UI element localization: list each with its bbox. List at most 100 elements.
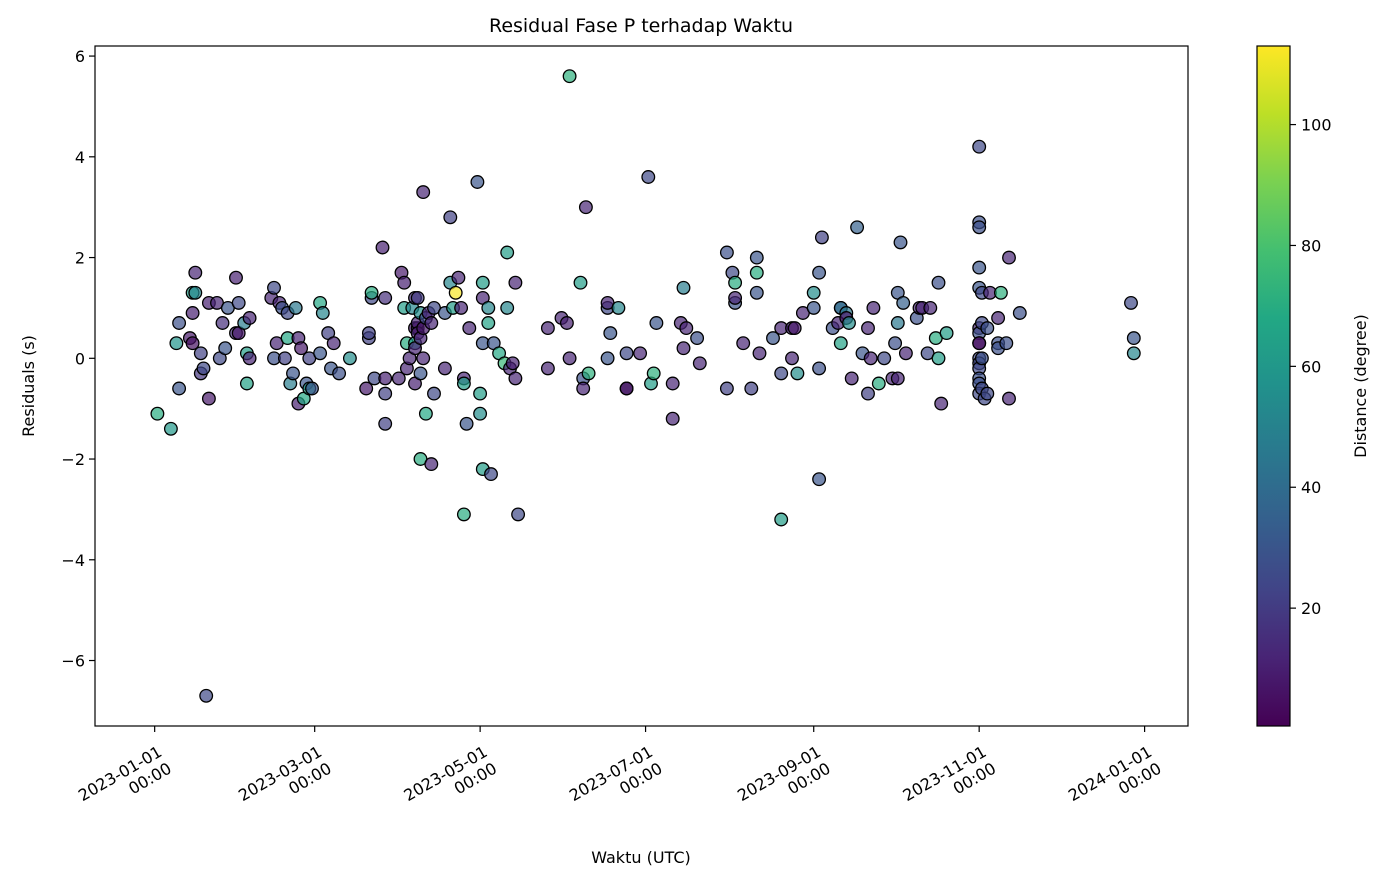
data-point — [424, 316, 439, 330]
colorbar-frame — [1256, 45, 1291, 727]
data-point — [416, 351, 431, 366]
points-layer — [150, 69, 1141, 703]
x-tick-label: 2024-01-0100:00 — [1065, 742, 1165, 822]
colorbar: 20 40 60 80 100 — [1256, 45, 1332, 727]
data-point — [199, 688, 214, 703]
data-point — [774, 512, 789, 527]
data-point — [972, 139, 987, 154]
data-point — [619, 346, 634, 361]
data-point — [359, 381, 374, 396]
data-point — [218, 341, 233, 356]
data-point — [812, 361, 827, 376]
data-point — [877, 351, 892, 366]
data-point — [890, 316, 905, 330]
y-tick-label: −6 — [61, 652, 85, 671]
data-point — [679, 321, 694, 336]
data-point — [326, 336, 341, 351]
data-point — [806, 300, 821, 315]
data-point — [391, 371, 406, 386]
y-tick-label: −2 — [61, 450, 85, 469]
data-point — [676, 341, 691, 356]
data-point — [267, 280, 281, 295]
data-point — [1012, 306, 1027, 320]
data-point — [459, 416, 474, 431]
colorbar-ticks: 20 40 60 80 100 — [1290, 116, 1332, 618]
data-point — [201, 391, 216, 406]
data-point — [559, 316, 574, 330]
data-point — [850, 220, 865, 235]
data-point — [719, 245, 734, 260]
data-point — [766, 331, 780, 346]
plot-frame — [94, 45, 1189, 727]
data-point — [562, 351, 577, 366]
data-point — [1126, 331, 1141, 346]
data-point — [540, 361, 555, 376]
data-point — [378, 290, 393, 305]
data-point — [972, 220, 987, 235]
x-tick-label: 2023-07-0100:00 — [566, 742, 666, 822]
data-point — [562, 69, 577, 84]
data-point — [364, 285, 379, 300]
x-tick-label: 2023-11-0100:00 — [900, 742, 1000, 822]
data-point — [974, 351, 989, 366]
y-tick-label: 4 — [75, 148, 85, 167]
data-point — [315, 306, 330, 320]
data-point — [313, 346, 328, 361]
data-point — [790, 366, 805, 381]
data-point — [305, 381, 319, 396]
colorbar-tick-label: 80 — [1301, 236, 1321, 255]
data-point — [508, 275, 523, 290]
data-point — [844, 371, 859, 386]
data-point — [1002, 391, 1016, 406]
data-point — [416, 185, 431, 200]
plot-area: 2023-01-0100:00 2023-03-0100:00 2023-05-01… — [61, 45, 1189, 822]
colorbar-tick-label: 20 — [1301, 599, 1321, 618]
data-point — [939, 326, 954, 341]
data-point — [752, 346, 767, 361]
data-point — [861, 386, 875, 401]
data-point — [242, 311, 257, 325]
data-point — [1124, 295, 1138, 310]
data-point — [573, 275, 588, 290]
data-point — [576, 381, 591, 396]
data-point — [931, 351, 946, 366]
data-point — [196, 361, 211, 376]
data-point — [378, 416, 393, 431]
data-point — [448, 285, 463, 300]
data-point — [473, 386, 488, 401]
y-axis-ticks: 6 4 2 0 −2 −4 −6 — [61, 47, 95, 671]
data-point — [413, 366, 428, 381]
data-point — [999, 336, 1014, 351]
data-point — [812, 472, 827, 487]
data-point — [744, 381, 759, 396]
colorbar-gradient — [1257, 46, 1290, 726]
data-point — [578, 200, 593, 215]
data-point — [931, 275, 946, 290]
data-point — [861, 321, 875, 336]
data-point — [787, 321, 802, 336]
data-point — [972, 260, 987, 275]
data-point — [172, 381, 187, 396]
data-point — [410, 290, 425, 305]
data-point — [728, 290, 743, 305]
data-point — [893, 235, 908, 250]
data-point — [665, 411, 680, 426]
data-point — [619, 381, 634, 396]
data-point — [481, 300, 496, 315]
data-point — [898, 346, 913, 361]
data-point — [1002, 250, 1016, 265]
x-axis-ticks: 2023-01-0100:00 2023-03-0100:00 2023-05-01… — [75, 726, 1165, 822]
data-point — [692, 356, 707, 371]
data-point — [749, 250, 764, 265]
data-point — [785, 351, 799, 366]
data-point — [500, 300, 515, 315]
data-point — [397, 275, 412, 290]
data-point — [812, 265, 827, 280]
data-point — [462, 321, 477, 336]
data-point — [649, 316, 664, 330]
data-point — [890, 371, 905, 386]
data-point — [934, 396, 949, 411]
data-point — [991, 311, 1006, 325]
data-point — [481, 316, 496, 330]
